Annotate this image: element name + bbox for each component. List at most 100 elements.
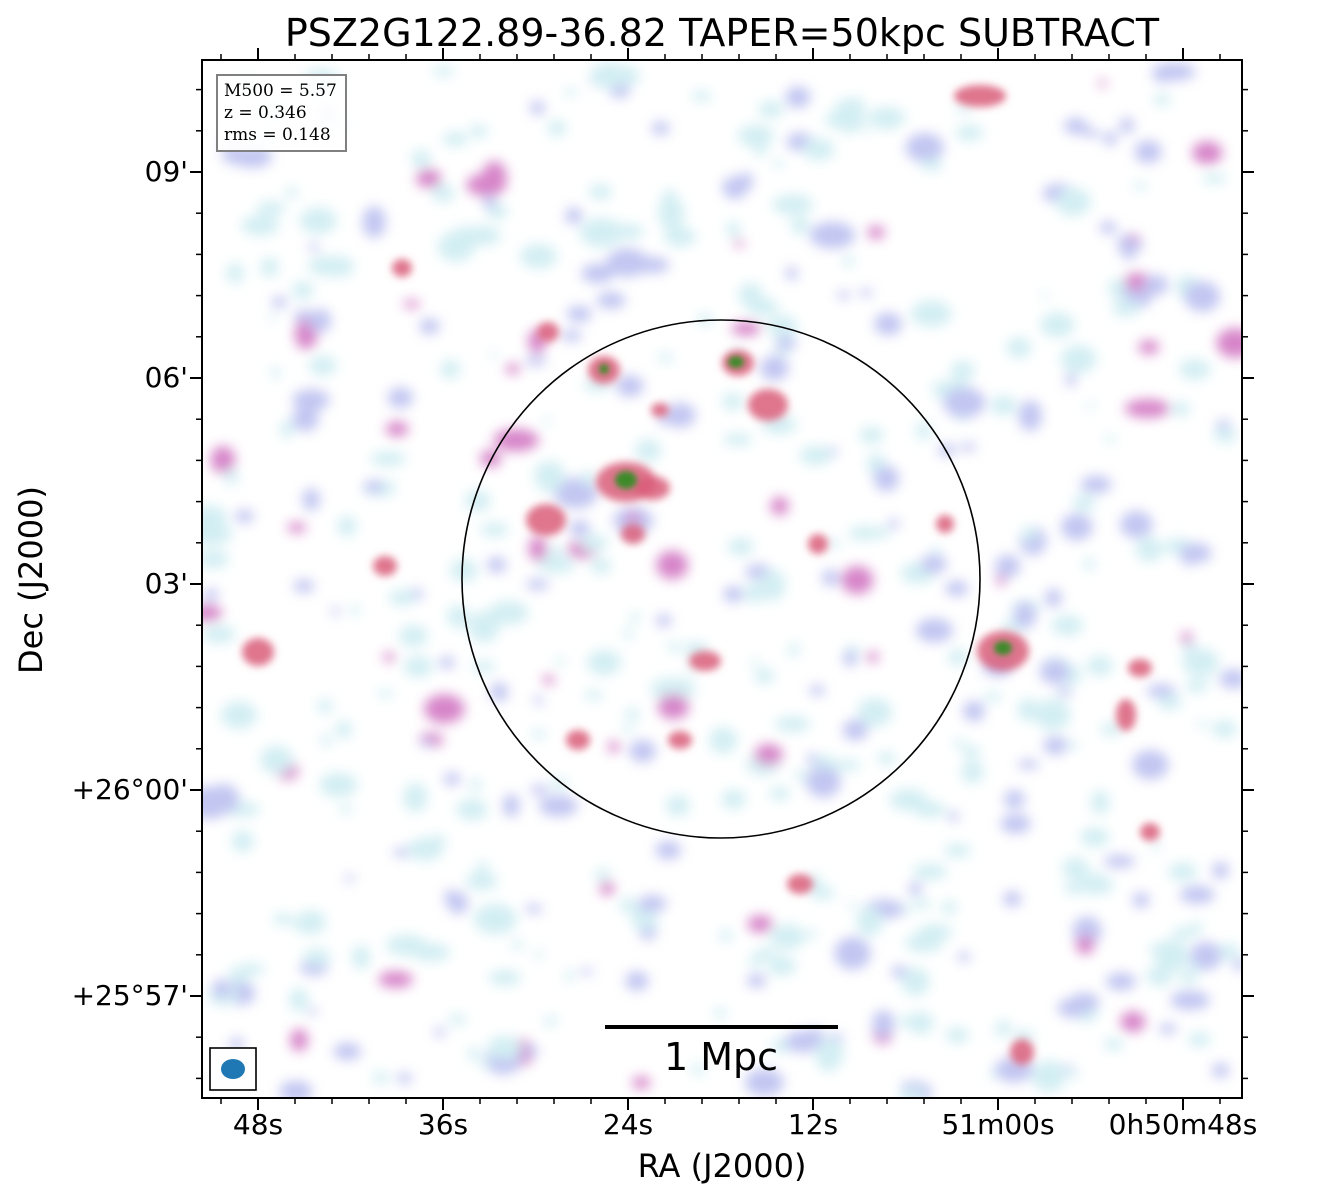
noise-blob	[396, 1073, 413, 1084]
noise-blob	[442, 131, 468, 147]
noise-blob	[815, 1037, 843, 1072]
noise-blob	[210, 446, 236, 474]
noise-blob	[1168, 862, 1198, 881]
noise-blob	[664, 402, 696, 428]
noise-blob	[1190, 941, 1222, 971]
noise-blob	[1068, 739, 1077, 751]
noise-blob	[1031, 1060, 1067, 1093]
noise-blob	[867, 225, 885, 240]
noise-blob	[564, 969, 574, 983]
noise-blob	[416, 168, 442, 189]
noise-blob	[231, 830, 254, 853]
noise-blob	[599, 881, 615, 896]
noise-blob	[726, 221, 741, 238]
noise-blob	[403, 655, 433, 678]
noise-blob	[1120, 238, 1137, 261]
noise-blob	[1216, 943, 1240, 960]
noise-blob	[1179, 885, 1215, 904]
noise-blob	[747, 915, 773, 933]
noise-blob	[1099, 221, 1117, 234]
noise-blob	[959, 442, 977, 452]
noise-blob	[961, 760, 984, 784]
noise-blob	[1057, 687, 1073, 697]
noise-blob	[581, 263, 615, 284]
noise-blob	[656, 550, 689, 580]
noise-blob	[737, 124, 774, 147]
noise-blob	[482, 194, 497, 209]
noise-blob	[306, 925, 320, 932]
noise-blob	[1100, 722, 1122, 736]
noise-blob	[1039, 659, 1070, 685]
noise-blob	[1134, 140, 1162, 164]
noise-blob	[938, 443, 956, 457]
noise-blob	[856, 906, 883, 937]
noise-blob	[995, 554, 1021, 578]
noise-blob	[842, 650, 858, 667]
noise-blob	[1083, 558, 1096, 570]
noise-blob	[931, 546, 941, 556]
noise-blob	[419, 318, 440, 335]
scale-bar-label: 1 Mpc	[663, 1035, 779, 1079]
noise-blob	[229, 1037, 245, 1051]
noise-blob	[954, 105, 973, 113]
noise-blob	[629, 739, 657, 763]
noise-blob	[1041, 292, 1051, 299]
x-tick-label: 12s	[787, 1108, 839, 1141]
noise-blob	[292, 407, 319, 432]
noise-blob	[280, 420, 294, 439]
noise-blob	[802, 138, 835, 161]
noise-blob	[873, 465, 900, 492]
noise-blob	[351, 945, 371, 970]
emission-peak	[615, 471, 637, 489]
noise-blob	[1154, 948, 1189, 973]
noise-blob	[1120, 1011, 1146, 1033]
noise-blob	[383, 652, 396, 662]
noise-blob	[1103, 855, 1136, 868]
noise-blob	[1063, 882, 1084, 895]
noise-blob	[1103, 1038, 1124, 1051]
noise-blob	[331, 606, 340, 617]
noise-blob	[525, 904, 543, 914]
emission-source	[954, 85, 1006, 107]
noise-blob	[308, 308, 332, 333]
noise-blob	[807, 929, 817, 940]
noise-blob	[790, 216, 810, 235]
noise-blob	[1090, 790, 1110, 815]
noise-blob	[1104, 435, 1117, 444]
noise-blob	[1055, 187, 1091, 217]
noise-blob	[658, 196, 685, 230]
noise-blob	[456, 798, 488, 821]
noise-blob	[403, 782, 428, 813]
noise-blob	[403, 300, 420, 309]
noise-blob	[469, 124, 489, 138]
noise-blob	[769, 924, 806, 950]
noise-blob	[1120, 510, 1153, 539]
noise-blob	[1119, 117, 1135, 134]
noise-blob	[1013, 601, 1037, 629]
x-tick-label: 36s	[417, 1108, 469, 1141]
noise-blob	[267, 314, 279, 320]
noise-blob	[279, 1080, 313, 1098]
noise-blob	[290, 1028, 308, 1052]
noise-blob	[775, 336, 797, 350]
noise-blob	[806, 766, 841, 798]
noise-blob	[769, 786, 790, 801]
noise-blob	[530, 784, 549, 796]
noise-blob	[292, 389, 330, 411]
noise-blob	[469, 778, 482, 792]
noise-blob	[566, 305, 592, 323]
noise-blob	[350, 604, 360, 616]
noise-blob	[420, 739, 434, 748]
noise-blob	[719, 929, 733, 942]
noise-blob	[657, 353, 674, 363]
noise-blob	[722, 392, 744, 411]
noise-blob	[785, 86, 811, 108]
noise-blob	[431, 183, 455, 203]
noise-blob	[524, 1045, 539, 1057]
emission-source	[1116, 699, 1136, 731]
noise-blob	[859, 426, 884, 444]
noise-blob	[542, 417, 551, 426]
noise-blob	[1172, 927, 1198, 939]
noise-blob	[1158, 1023, 1177, 1034]
